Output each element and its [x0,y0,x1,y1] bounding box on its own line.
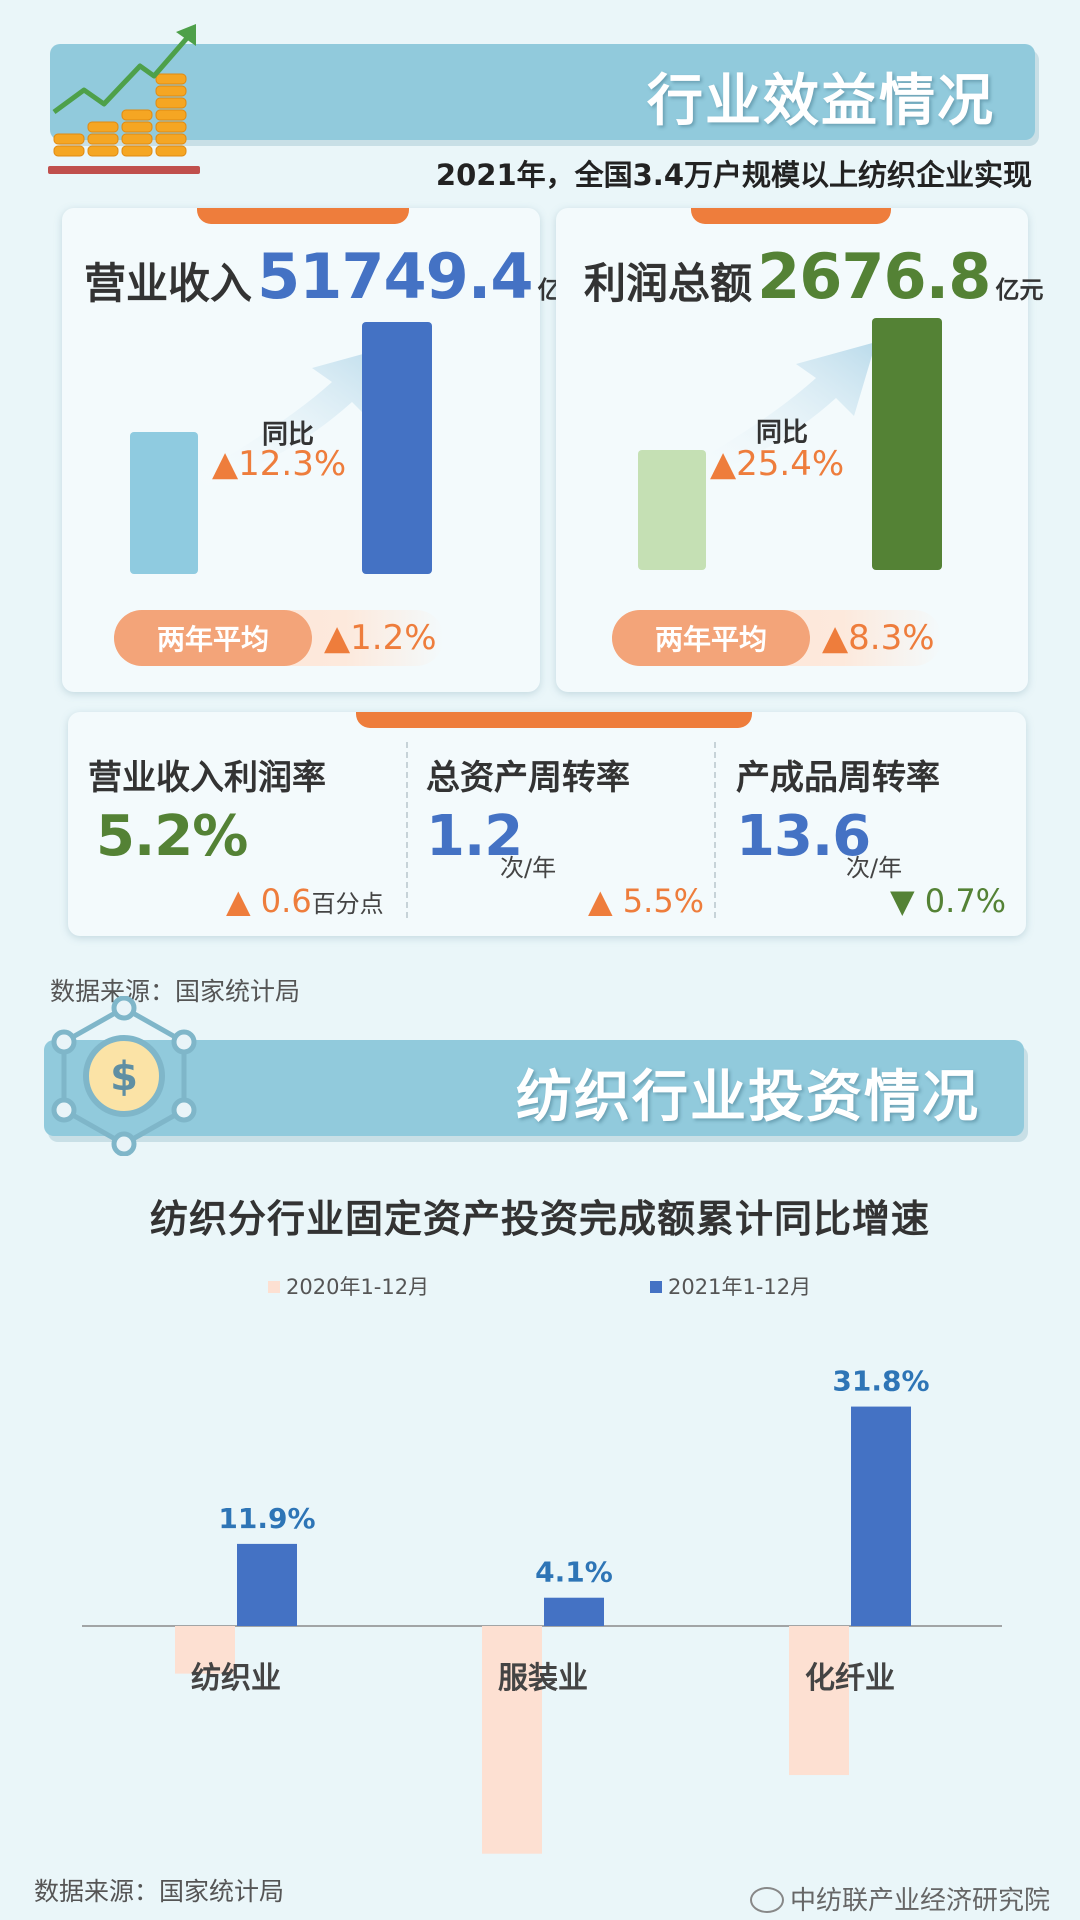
growth-arrow-icon [676,342,876,484]
metric-divider [406,742,408,918]
revenue-avg-label: 两年平均 [114,610,312,666]
metric-asset-turnover-unit: 次/年 [500,854,557,882]
metric-asset-turnover-change: ▲ 5.5% [588,882,704,920]
profit-value: 2676.8 [757,240,991,313]
bar-2021-1 [237,1543,297,1626]
metric-divider [714,742,716,918]
revenue-yoy-label: 同比 [262,420,315,450]
revenue-value: 51749.4 [257,240,533,313]
section2-title: 纺织行业投资情况 [516,1065,980,1130]
category-label-1: 纺织业 [191,1661,281,1696]
profit-header: 利润总额 2676.8 亿元 [584,240,1043,313]
metric-inventory-turnover-label: 产成品周转率 [736,758,940,798]
category-label-3: 化纤业 [805,1661,895,1696]
profit-yoy-label: 同比 [756,418,809,448]
section1-subtitle: 2021年，全国3.4万户规模以上纺织企业实现 [435,158,1032,192]
legend-swatch-2020 [268,1281,280,1293]
profit-bar-previous [638,450,706,570]
revenue-bar-previous [130,432,198,574]
bar-2021-2 [544,1597,604,1626]
metric-profit-margin-change: ▲ 0.6百分点 [226,882,384,920]
category-label-2: 服装业 [498,1661,588,1696]
metric-inventory-turnover-change: ▼ 0.7% [890,882,1006,920]
section1-banner: 行业效益情况 [50,44,1035,140]
investment-network-icon: $ [51,996,197,1156]
profit-bar-current [872,318,942,570]
revenue-label: 营业收入 [84,259,253,308]
metric-profit-margin-label: 营业收入利润率 [88,758,326,798]
data-label-3: 31.8% [832,1365,929,1398]
metric-asset-turnover-change-value: ▲ 5.5% [588,882,705,920]
data-label-1: 11.9% [218,1502,315,1535]
profit-avg-label: 两年平均 [612,610,810,666]
profit-card: 利润总额 2676.8 亿元 同比 ▲25.4% 两年平均 ▲8.3% [556,208,1043,692]
bar-2020-1 [175,1626,235,1674]
metric-inventory-turnover-value: 13.6 [736,804,871,869]
revenue-avg-value: ▲1.2% [324,618,437,658]
watermark-text: 中纺联产业经济研究院 [789,1886,1050,1916]
legend-label-2020: 2020年1-12月 [286,1275,430,1299]
legend-swatch-2021 [650,1281,662,1293]
legend-item-2020: 2020年1-12月 [268,1271,429,1301]
wechat-icon [749,1887,784,1913]
bar-2021-3 [851,1406,911,1626]
watermark: 中纺联产业经济研究院 [749,1880,1050,1917]
revenue-header: 营业收入 51749.4 亿元 [84,240,586,313]
metric-inventory-turnover-change-value: ▼ 0.7% [890,882,1007,920]
data-source-note: 数据来源：国家统计局 [50,977,301,1006]
metric-asset-turnover-label: 总资产周转率 [426,758,630,798]
profit-unit: 亿元 [995,276,1044,304]
data-source-note: 数据来源：国家统计局 [34,1877,285,1906]
metric-asset-turnover-value: 1.2 [426,804,523,869]
legend-label-2021: 2021年1-12月 [668,1275,812,1299]
metric-inventory-turnover-unit: 次/年 [846,854,903,882]
card-tab [356,712,752,728]
revenue-bar-current [362,322,432,574]
data-label-2: 4.1% [535,1556,613,1589]
metric-profit-margin-change-value: ▲ 0.6 [226,882,312,920]
metric-profit-margin-change-unit: 百分点 [311,890,384,918]
coins-growth-icon [48,24,200,174]
legend-item-2021: 2021年1-12月 [650,1271,811,1301]
investment-bar-chart: 11.9% 纺织业 4.1% 服装业 31.8% 化纤业 [82,1365,1002,1854]
metric-profit-margin-value: 5.2% [96,804,248,869]
profit-yoy-value: ▲25.4% [710,444,845,484]
revenue-avg-pill: 两年平均 ▲1.2% [114,610,444,666]
profit-avg-value: ▲8.3% [822,618,935,658]
metrics-card: 营业收入利润率 5.2% ▲ 0.6百分点 总资产周转率 1.2 次/年 ▲ 5… [68,712,1026,936]
card-tab [197,208,409,224]
card-tab [691,208,891,224]
bar-2020-2 [482,1626,542,1854]
profit-label: 利润总额 [584,259,753,308]
growth-arrow-icon [192,346,392,488]
revenue-card: 营业收入 51749.4 亿元 同比 ▲12.3% 两年平均 ▲1.2% [62,208,586,692]
profit-avg-pill: 两年平均 ▲8.3% [612,610,942,666]
section1-title: 行业效益情况 [647,69,995,134]
revenue-yoy-value: ▲12.3% [212,444,347,484]
bar-2020-3 [789,1626,849,1776]
svg-text:$: $ [110,1054,138,1100]
section2-banner: 纺织行业投资情况 [44,1040,1024,1136]
chart-title: 纺织分行业固定资产投资完成额累计同比增速 [149,1197,930,1241]
